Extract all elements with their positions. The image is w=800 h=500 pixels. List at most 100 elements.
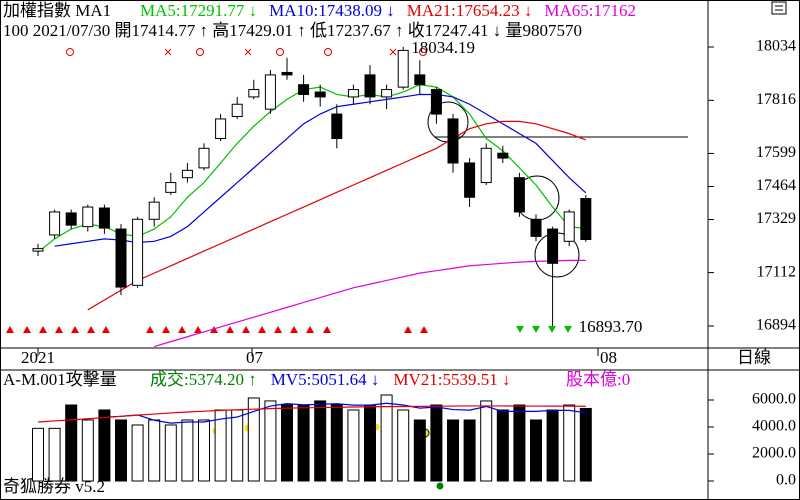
volume-bar <box>65 404 78 482</box>
volume-bar <box>281 404 293 482</box>
candle-body <box>231 103 243 117</box>
y-tick-label: 17329 <box>756 210 796 227</box>
volume-bar <box>330 404 343 482</box>
volume-bar <box>347 409 360 482</box>
volume-bar <box>513 404 526 482</box>
candle-body <box>580 198 592 240</box>
volume-bar <box>397 409 410 482</box>
volume-bar <box>480 400 493 482</box>
volume-bar <box>563 404 576 482</box>
y-tick-label: 2000.0 <box>752 445 796 462</box>
ma-line <box>87 120 587 311</box>
buy-signal <box>55 326 63 333</box>
buy-signal <box>6 326 14 333</box>
sell-signal <box>548 326 556 333</box>
buy-signal <box>194 326 202 333</box>
y-tick-label: 18034 <box>756 38 796 55</box>
signal-circle <box>276 48 284 56</box>
candle-body <box>397 49 409 88</box>
volume-bar <box>297 404 310 482</box>
volume-title: A-M.001攻擊量 <box>3 370 117 389</box>
y-tick-label: 16894 <box>756 317 796 334</box>
volume-bar <box>131 424 144 482</box>
volume-bar <box>198 419 210 482</box>
buy-signal <box>162 326 170 333</box>
volume-dot <box>436 482 444 490</box>
candle-body <box>530 218 542 237</box>
candle-body <box>132 218 144 286</box>
candle-body <box>547 228 559 264</box>
volume-extra-label: 股本億:0 <box>566 370 630 389</box>
ma-line <box>37 84 586 253</box>
candle-body <box>331 113 343 140</box>
signal-cross <box>389 48 397 56</box>
volume-bar <box>546 409 559 482</box>
candle-body <box>513 177 525 213</box>
signal-circle <box>66 48 74 56</box>
candle-body <box>32 248 44 252</box>
sell-signal <box>532 326 540 333</box>
ma-line <box>54 93 587 247</box>
y-tick-label: 17464 <box>756 177 796 194</box>
legend-entry: MA10:17438.09 ↓ <box>269 1 395 20</box>
sell-signal <box>564 326 572 333</box>
volume-bar <box>164 424 177 482</box>
candle-body <box>298 84 310 95</box>
buy-signal <box>258 326 266 333</box>
y-tick-label: 17816 <box>756 91 796 108</box>
signal-circle <box>419 48 427 56</box>
volume-bar <box>181 419 194 482</box>
volume-bar <box>463 419 476 482</box>
menu-icon[interactable] <box>771 1 787 15</box>
volume-bar <box>314 400 327 482</box>
candle-body <box>181 169 193 179</box>
signal-circle <box>196 48 204 56</box>
candle-body <box>65 212 77 226</box>
volume-bar <box>496 409 509 482</box>
volume-bar <box>148 419 161 482</box>
y-tick-label: 17599 <box>756 144 796 161</box>
x-tick-label: 07 <box>246 348 264 367</box>
volume-bar <box>32 427 44 482</box>
buy-signal <box>71 326 79 333</box>
buy-signal <box>39 326 47 333</box>
candle-body <box>82 206 94 228</box>
ma-line <box>154 259 586 348</box>
candle-body <box>430 89 442 115</box>
buy-signal <box>274 326 282 333</box>
volume-bar <box>48 427 61 482</box>
sell-signal <box>516 326 524 333</box>
candle-body <box>364 74 376 98</box>
legend-entry: MA5:17291.77 ↓ <box>140 1 257 20</box>
ma-line <box>37 405 586 423</box>
candle-body <box>165 182 177 193</box>
header: 加權指數 MA1 100 2021/07/30 開17414.77 ↑ 高174… <box>3 1 636 40</box>
buy-signal <box>290 326 298 333</box>
candle-body <box>497 152 509 159</box>
buy-signal <box>242 326 250 333</box>
candle-body <box>49 211 61 236</box>
buy-signal <box>226 326 234 333</box>
candle-body <box>148 201 160 220</box>
volume-bar <box>530 419 542 482</box>
volume-bar <box>579 407 592 482</box>
candle-body <box>198 147 210 169</box>
signal-circle <box>324 48 332 56</box>
volume-bar <box>430 404 443 482</box>
chart-title: 加權指數 MA1 <box>3 1 111 20</box>
footer: 奇狐勝券 v5.2 <box>3 477 105 496</box>
volume-bar <box>447 419 459 482</box>
volume-bar <box>214 409 227 482</box>
volume-bar <box>380 394 393 482</box>
buy-signal <box>306 326 314 333</box>
candle-body <box>115 228 127 288</box>
high-annotation: 18034.19 <box>411 38 475 57</box>
y-tick-label: 17112 <box>757 263 796 280</box>
candle-body <box>314 91 326 98</box>
buy-signal <box>404 326 412 333</box>
candle-body <box>464 162 476 198</box>
volume-bar <box>247 397 260 482</box>
candle-body <box>347 89 359 98</box>
buy-signal <box>146 326 154 333</box>
